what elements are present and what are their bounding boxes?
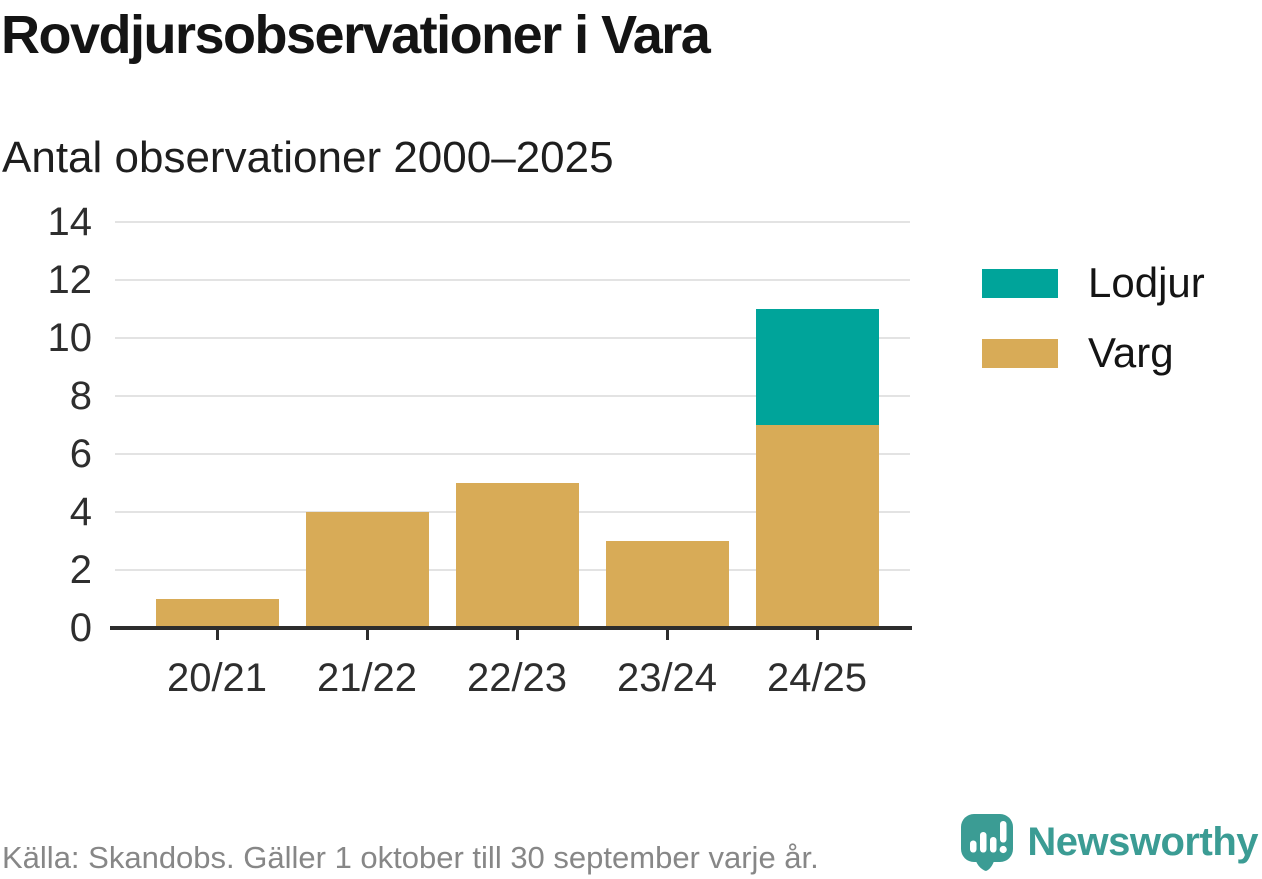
bar-segment-lodjur-24-25 bbox=[755, 309, 879, 425]
legend-item-varg: Varg bbox=[982, 332, 1205, 374]
x-axis-label: 20/21 bbox=[166, 656, 268, 700]
y-axis-label: 10 bbox=[47, 316, 93, 360]
x-axis-tick bbox=[815, 629, 819, 640]
source-note: Källa: Skandobs. Gäller 1 oktober till 3… bbox=[2, 840, 819, 875]
x-axis-line bbox=[110, 626, 912, 630]
x-axis-label: 24/25 bbox=[766, 656, 868, 700]
newsworthy-logo: Newsworthy bbox=[960, 813, 1258, 871]
x-axis-label: 23/24 bbox=[616, 656, 718, 700]
y-axis-label: 12 bbox=[47, 258, 93, 302]
grid-line-y14 bbox=[115, 221, 910, 223]
x-axis-tick bbox=[215, 629, 219, 640]
grid-line-y8 bbox=[115, 395, 910, 397]
legend-swatch-varg bbox=[982, 338, 1058, 368]
grid-line-y10 bbox=[115, 337, 910, 339]
bar-segment-varg-21-22 bbox=[305, 512, 429, 628]
bar-segment-varg-24-25 bbox=[755, 425, 879, 628]
y-axis-label: 0 bbox=[69, 606, 92, 650]
x-axis-tick bbox=[515, 629, 519, 640]
legend-item-lodjur: Lodjur bbox=[982, 262, 1205, 304]
y-axis-label: 6 bbox=[69, 432, 92, 476]
page-title: Rovdjursobservationer i Vara bbox=[1, 5, 711, 65]
bar-segment-varg-22-23 bbox=[455, 483, 579, 628]
y-axis-label: 8 bbox=[69, 374, 92, 418]
y-axis-label: 4 bbox=[69, 490, 92, 534]
bar-segment-varg-23-24 bbox=[605, 541, 729, 628]
y-axis-label: 14 bbox=[47, 200, 93, 244]
legend: Lodjur Varg bbox=[982, 262, 1205, 374]
brand-name: Newsworthy bbox=[1027, 820, 1258, 864]
grid-line-y12 bbox=[115, 279, 910, 281]
bar-segment-varg-20-21 bbox=[155, 599, 279, 628]
legend-label: Lodjur bbox=[1088, 259, 1205, 306]
chart-subtitle: Antal observationer 2000–2025 bbox=[2, 133, 614, 182]
legend-swatch-lodjur bbox=[982, 268, 1058, 298]
grid-line-y6 bbox=[115, 453, 910, 455]
legend-label: Varg bbox=[1088, 329, 1174, 376]
x-axis-tick bbox=[365, 629, 369, 640]
newsworthy-speech-bubble-bar-chart-icon bbox=[961, 814, 1014, 871]
x-axis-label: 22/23 bbox=[466, 656, 568, 700]
y-axis-label: 2 bbox=[69, 548, 92, 592]
x-axis-label: 21/22 bbox=[316, 656, 418, 700]
x-axis-tick bbox=[665, 629, 669, 640]
